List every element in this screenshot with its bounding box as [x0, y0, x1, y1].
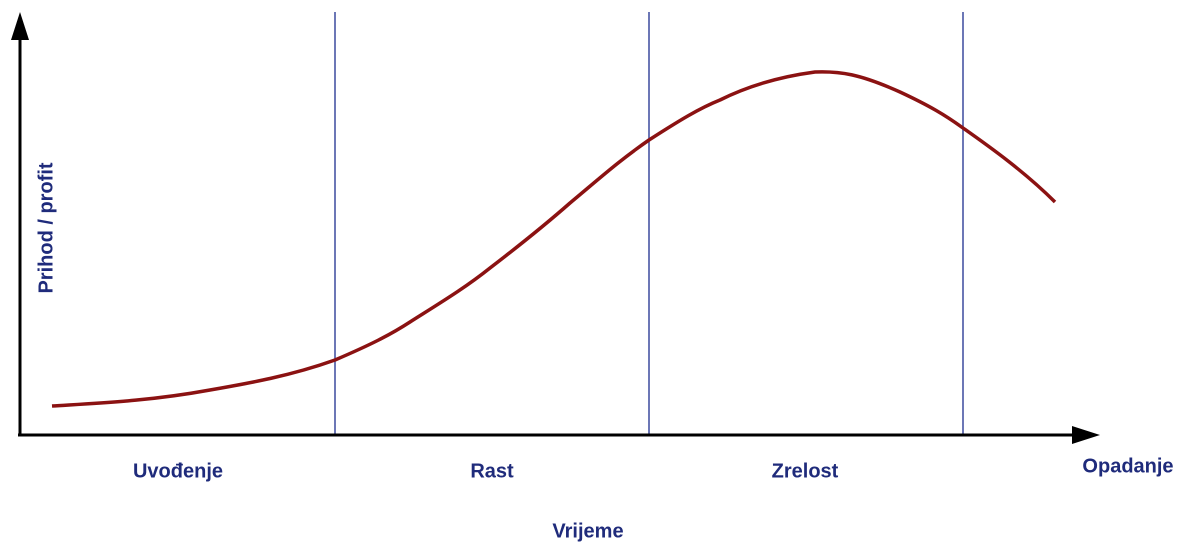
- stage-label: Zrelost: [772, 460, 839, 482]
- y-arrow: [11, 12, 29, 40]
- x-arrow: [1072, 426, 1100, 444]
- stage-label: Rast: [470, 460, 514, 482]
- y-axis-label: Prihod / profit: [35, 162, 57, 293]
- stage-label: Opadanje: [1082, 455, 1173, 477]
- stage-dividers: [334, 12, 964, 435]
- life-cycle-curve: [51, 70, 1057, 408]
- axes: [18, 30, 1080, 437]
- stage-label: Uvođenje: [133, 460, 223, 482]
- x-axis-label: Vrijeme: [552, 520, 623, 542]
